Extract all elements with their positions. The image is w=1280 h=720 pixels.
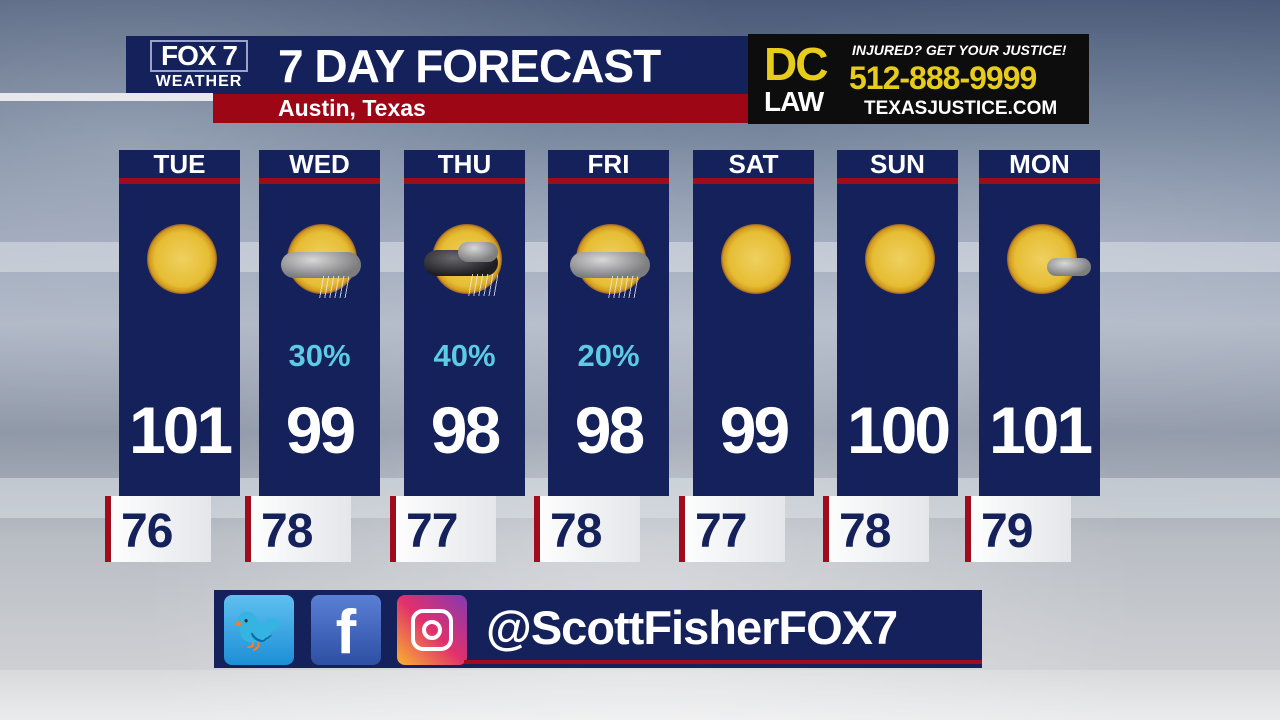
ad-url: TEXASJUSTICE.COM <box>864 98 1058 119</box>
ad-tagline: INJURED? GET YOUR JUSTICE! <box>852 42 1067 58</box>
mostly-sunny-icon <box>999 216 1091 306</box>
high-temp: 101 <box>128 393 233 467</box>
day-label: MON <box>1009 149 1070 179</box>
high-temp: 100 <box>846 393 951 467</box>
rain-chance: 30% <box>288 338 351 373</box>
day-accent-bar <box>548 178 669 184</box>
low-temp: 78 <box>261 505 313 558</box>
facebook-icon: f <box>311 595 381 667</box>
day-label: SUN <box>870 149 925 179</box>
logo-text: FOX 7 <box>150 40 248 72</box>
low-temp-box: 78 <box>823 496 929 562</box>
low-temp-box: 77 <box>679 496 785 562</box>
low-accent-bar <box>390 496 396 562</box>
ad-phone: 512-888-9999 <box>849 60 1037 96</box>
fox7-weather-logo: FOX 7 WEATHER <box>146 40 252 92</box>
logo-subtext: WEATHER <box>155 73 243 90</box>
high-temp: 98 <box>574 393 645 467</box>
low-temp: 79 <box>981 505 1033 558</box>
twitter-icon: 🐦 <box>224 595 294 665</box>
instagram-icon <box>397 595 467 665</box>
low-temp: 77 <box>695 505 747 558</box>
low-temp: 76 <box>121 505 173 558</box>
day-label: FRI <box>587 149 630 179</box>
sponsor-ad: DC LAW INJURED? GET YOUR JUSTICE! 512-88… <box>748 34 1089 124</box>
forecast-day-wed: WED 30% 99 <box>259 150 380 496</box>
social-bar: 🐦 f @ScottFisherFOX7 <box>214 590 982 668</box>
location-label: Austin, Texas <box>278 95 426 121</box>
social-accent-line <box>464 660 982 664</box>
day-accent-bar <box>119 178 240 184</box>
low-accent-bar <box>679 496 685 562</box>
forecast-day-mon: MON 101 <box>979 150 1100 496</box>
ad-brand-sub: LAW <box>764 86 824 117</box>
sun-thunderstorm-icon <box>424 216 514 306</box>
low-temp-box: 78 <box>245 496 351 562</box>
low-temp: 78 <box>550 505 602 558</box>
high-temp: 99 <box>285 393 356 467</box>
low-accent-bar <box>823 496 829 562</box>
social-handle: @ScottFisherFOX7 <box>486 601 898 654</box>
high-temp: 99 <box>719 393 790 467</box>
day-label: WED <box>289 149 350 179</box>
day-label: SAT <box>728 149 779 179</box>
high-temp: 101 <box>988 393 1093 467</box>
low-temp-box: 79 <box>965 496 1071 562</box>
forecast-day-sun: SUN 100 <box>837 150 958 496</box>
sunny-icon <box>857 216 947 306</box>
sun-cloud-rain-icon <box>568 216 658 306</box>
sunny-icon <box>713 216 803 306</box>
day-accent-bar <box>259 178 380 184</box>
day-accent-bar <box>693 178 814 184</box>
low-accent-bar <box>965 496 971 562</box>
rain-chance: 40% <box>433 338 496 373</box>
low-temp-box: 76 <box>105 496 211 562</box>
forecast-day-sat: SAT 99 <box>693 150 814 496</box>
high-temp: 98 <box>430 393 501 467</box>
page-title: 7 DAY FORECAST <box>278 40 661 92</box>
forecast-day-thu: THU 40% 98 <box>404 150 525 496</box>
low-accent-bar <box>245 496 251 562</box>
day-label: TUE <box>153 149 206 179</box>
low-temp-box: 78 <box>534 496 640 562</box>
ad-brand: DC <box>764 38 828 90</box>
sun-cloud-rain-icon <box>279 216 369 306</box>
day-accent-bar <box>979 178 1100 184</box>
forecast-day-fri: FRI 20% 98 <box>548 150 669 496</box>
rain-chance: 20% <box>577 338 640 373</box>
day-accent-bar <box>837 178 958 184</box>
low-temp-box: 77 <box>390 496 496 562</box>
header-accent-line <box>0 93 213 101</box>
day-accent-bar <box>404 178 525 184</box>
floor-reflection <box>0 670 1280 720</box>
low-accent-bar <box>534 496 540 562</box>
low-temp: 78 <box>839 505 891 558</box>
forecast-day-tue: TUE 101 <box>119 150 240 496</box>
location-bar <box>213 94 748 123</box>
header-bar <box>126 36 748 94</box>
low-temp: 77 <box>406 505 458 558</box>
sunny-icon <box>139 216 229 306</box>
low-accent-bar <box>105 496 111 562</box>
day-label: THU <box>437 149 492 179</box>
